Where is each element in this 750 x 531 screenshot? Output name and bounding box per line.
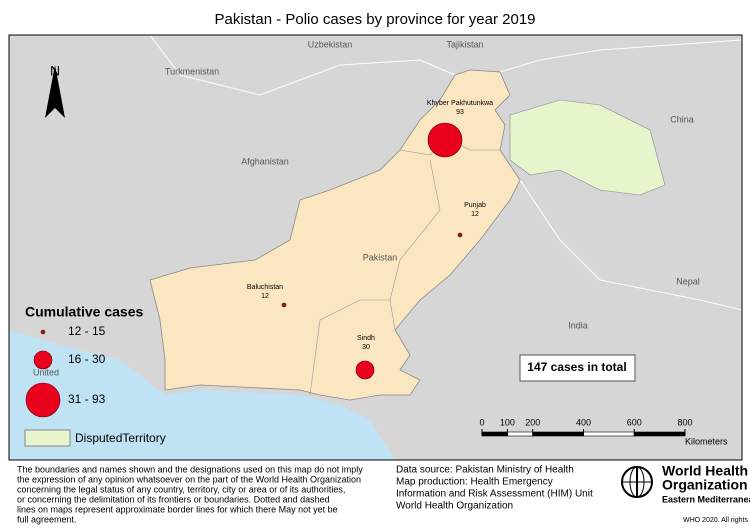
country-label: Uzbekistan [308,39,353,49]
case-bubble [281,302,287,308]
province-border [309,299,390,396]
disclaimer-line: full agreement. [17,514,77,524]
province-name: Baluchistan [247,284,283,291]
source-line: Map production: Health Emergency [396,477,553,488]
disclaimer-line: or concerning the delimitation of its fr… [17,494,330,504]
border [519,179,743,311]
case-bubble [355,360,375,380]
map-title: Pakistan - Polio cases by province for y… [215,11,536,28]
disclaimer-line: lines on maps represent approximate bord… [17,504,338,514]
scale-label: 800 [677,417,692,427]
border [149,34,456,96]
country-label: Pakistan [363,252,398,262]
country-label: United [33,367,59,377]
country-label: India [568,320,588,330]
scale-label: 600 [627,417,642,427]
province-name: Punjab [464,202,486,209]
disclaimer-line: The boundaries and names shown and the d… [17,464,363,474]
legend-label: 12 - 15 [68,324,106,338]
province-border [389,159,441,331]
province-cases: 12 [471,211,479,218]
province-name: Sindh [357,335,375,342]
legend-label: 31 - 93 [68,392,106,406]
sea [9,330,395,460]
province-cases: 30 [362,344,370,351]
source-line: World Health Organization [396,501,513,512]
scale-label: 200 [525,417,540,427]
who-credit: WHO 2020. All rights reserved [683,517,750,524]
north-arrow [45,65,65,118]
legend-disputed-label: DisputedTerritory [75,431,166,445]
north-label: N [50,63,60,79]
disputed-territory [509,99,666,196]
legend-symbol [40,329,46,335]
frame-border [8,34,743,461]
province-cases: 12 [261,293,269,300]
scale-label: 0 [479,417,484,427]
disclaimer-line: the expression of any opinion whatsoever… [17,474,361,484]
disclaimer-line: concerning the legal status of any count… [17,484,345,494]
who-region: Eastern Mediterranean [662,494,750,504]
border [499,39,743,73]
legend-disputed-swatch [24,429,71,447]
scale-segment [507,431,534,437]
scale-segment [481,431,508,437]
country-label: Afghanistan [241,156,289,166]
scale-label: 400 [576,417,591,427]
case-bubble [457,232,463,238]
legend-symbol [33,350,53,370]
map-frame: N [9,34,743,460]
who-logo [621,466,653,498]
scale-unit: Kilometers [685,436,728,446]
total-label: 147 cases in total [527,360,626,374]
legend-label: 16 - 30 [68,352,106,366]
scale-segment [583,431,635,437]
source-line: Information and Risk Assessment (HIM) Un… [396,489,593,500]
who-name: World Health [662,463,748,479]
total-box [519,354,636,382]
province-cases: 93 [456,109,464,116]
scale-segment [532,431,584,437]
legend-symbol [25,382,61,418]
country-label: Turkmenistan [165,66,219,76]
source-line: Data source: Pakistan Ministry of Health [396,465,574,476]
pakistan [149,69,521,401]
country-label: China [670,114,694,124]
country-label: Nepal [676,276,700,286]
legend-title: Cumulative cases [25,304,143,320]
country-label: Tajikistan [446,39,483,49]
scale-label: 100 [500,417,515,427]
scale-segment [633,431,686,437]
province-name: Khyber Pakhutunkwa [427,100,493,107]
case-bubble [427,122,463,158]
who-name: Organization [662,477,748,493]
